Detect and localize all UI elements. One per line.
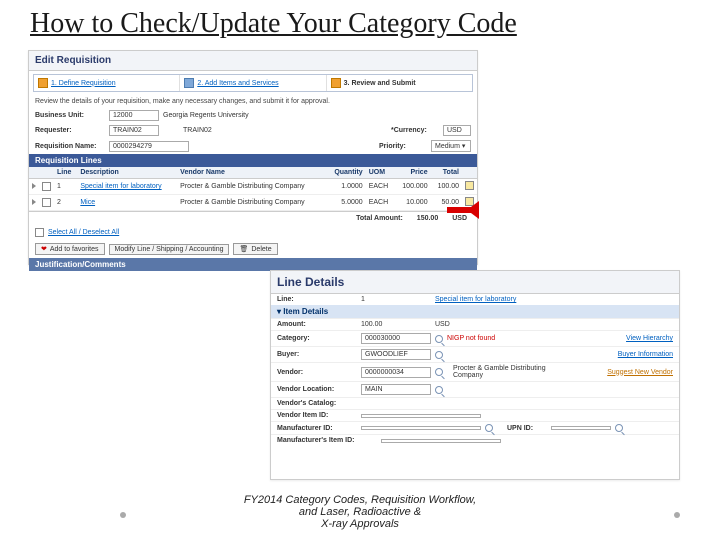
- selectall-checkbox[interactable]: [35, 228, 44, 237]
- buyer-label: Buyer:: [277, 351, 357, 358]
- vendor-label: Vendor:: [277, 369, 357, 376]
- step-review[interactable]: 3. Review and Submit: [327, 75, 472, 91]
- amount-label: Amount:: [277, 321, 357, 328]
- wizard-steps: 1. Define Requisition 2. Add Items and S…: [33, 74, 473, 92]
- col-vendor: Vendor Name: [177, 167, 326, 179]
- upn-label: UPN ID:: [507, 425, 547, 432]
- vendor-name: Procter & Gamble Distributing Company: [453, 365, 563, 379]
- vendorcatalog-label: Vendor's Catalog:: [277, 400, 357, 407]
- row-checkbox[interactable]: [42, 198, 51, 207]
- details-icon[interactable]: [465, 181, 474, 190]
- category-msg: NIGP not found: [447, 335, 495, 342]
- mfr-field[interactable]: [361, 426, 481, 430]
- vendoritem-field[interactable]: [361, 414, 481, 418]
- line-label: Line:: [277, 296, 357, 303]
- step-define[interactable]: 1. Define Requisition: [34, 75, 180, 91]
- delete-button[interactable]: 🗑Delete: [233, 243, 277, 255]
- panel-header: Line Details: [271, 271, 679, 294]
- priority-label: Priority:: [379, 143, 427, 150]
- category-label: Category:: [277, 335, 357, 342]
- step-label: 3. Review and Submit: [344, 80, 416, 87]
- table-row: 1 Special item for laboratory Procter & …: [29, 179, 477, 195]
- requester-label: Requester:: [35, 127, 105, 134]
- row-checkbox[interactable]: [42, 182, 51, 191]
- add-favorites-button[interactable]: ❤Add to favorites: [35, 243, 105, 255]
- bu-label: Business Unit:: [35, 112, 105, 119]
- total-label: Total Amount:: [356, 215, 403, 222]
- bu-name: Georgia Regents University: [163, 112, 249, 119]
- mfr-label: Manufacturer ID:: [277, 425, 357, 432]
- pencil-icon: [38, 78, 48, 88]
- lookup-icon[interactable]: [435, 335, 443, 343]
- step-label: 2. Add Items and Services: [197, 80, 278, 87]
- view-hierarchy-link[interactable]: View Hierarchy: [626, 335, 673, 342]
- table-row: 2 Mice Procter & Gamble Distributing Com…: [29, 195, 477, 211]
- vendoritem-label: Vendor Item ID:: [277, 412, 357, 419]
- bu-field[interactable]: 12000: [109, 110, 159, 121]
- panel-header: Edit Requisition: [29, 51, 477, 71]
- slide-title: How to Check/Update Your Category Code: [0, 0, 720, 44]
- cart-icon: [184, 78, 194, 88]
- requester-field[interactable]: TRAIN02: [109, 125, 159, 136]
- item-link[interactable]: Special item for laboratory: [80, 183, 161, 190]
- mfritem-field[interactable]: [381, 439, 501, 443]
- lookup-icon[interactable]: [435, 351, 443, 359]
- category-field[interactable]: 000030000: [361, 333, 431, 344]
- currency-field[interactable]: USD: [443, 125, 471, 136]
- expand-icon[interactable]: [32, 199, 36, 205]
- instruction-text: Review the details of your requisition, …: [29, 95, 477, 108]
- upn-field[interactable]: [551, 426, 611, 430]
- item-details-bar[interactable]: ▾ Item Details: [271, 305, 679, 318]
- buyer-field[interactable]: GWOODLIEF: [361, 349, 431, 360]
- vendor-field[interactable]: 0000000034: [361, 367, 431, 378]
- check-icon: [331, 78, 341, 88]
- edit-requisition-panel: Edit Requisition 1. Define Requisition 2…: [28, 50, 478, 265]
- slide-footer: FY2014 Category Codes, Requisition Workf…: [0, 494, 720, 530]
- modify-line-button[interactable]: Modify Line / Shipping / Accounting: [109, 244, 230, 255]
- reqlines-bar: Requisition Lines: [29, 154, 477, 167]
- col-uom: UOM: [366, 167, 395, 179]
- expand-icon[interactable]: [32, 183, 36, 189]
- line-num: 1: [361, 296, 431, 303]
- lookup-icon[interactable]: [485, 424, 493, 432]
- col-qty: Quantity: [326, 167, 365, 179]
- buyer-info-link[interactable]: Buyer Information: [618, 351, 673, 358]
- suggest-vendor-link[interactable]: Suggest New Vendor: [607, 369, 673, 376]
- callout-arrow: [445, 201, 479, 219]
- step-label: 1. Define Requisition: [51, 80, 116, 87]
- lookup-icon[interactable]: [435, 386, 443, 394]
- reqlines-table: Line Description Vendor Name Quantity UO…: [29, 167, 477, 211]
- amount-value: 100.00: [361, 321, 431, 328]
- lookup-icon[interactable]: [615, 424, 623, 432]
- reqname-label: Requisition Name:: [35, 143, 105, 150]
- currency-label: *Currency:: [391, 127, 439, 134]
- line-desc-link[interactable]: Special item for laboratory: [435, 296, 516, 303]
- col-total: Total: [431, 167, 462, 179]
- priority-select[interactable]: Medium ▾: [431, 140, 471, 152]
- col-line: Line: [54, 167, 77, 179]
- vendorloc-label: Vendor Location:: [277, 386, 357, 393]
- mfritem-label: Manufacturer's Item ID:: [277, 437, 377, 444]
- col-price: Price: [395, 167, 431, 179]
- vendorloc-field[interactable]: MAIN: [361, 384, 431, 395]
- col-desc: Description: [77, 167, 177, 179]
- amount-cur: USD: [435, 321, 450, 328]
- item-link[interactable]: Mice: [80, 199, 95, 206]
- trash-icon: 🗑: [239, 245, 248, 253]
- requester-mid: TRAIN02: [183, 127, 233, 134]
- select-all-link[interactable]: Select All / Deselect All: [48, 229, 119, 236]
- step-add-items[interactable]: 2. Add Items and Services: [180, 75, 326, 91]
- total-value: 150.00: [417, 215, 438, 222]
- lookup-icon[interactable]: [435, 368, 443, 376]
- reqname-field[interactable]: 0000294279: [109, 141, 189, 152]
- line-details-panel: Line Details Line: 1 Special item for la…: [270, 270, 680, 480]
